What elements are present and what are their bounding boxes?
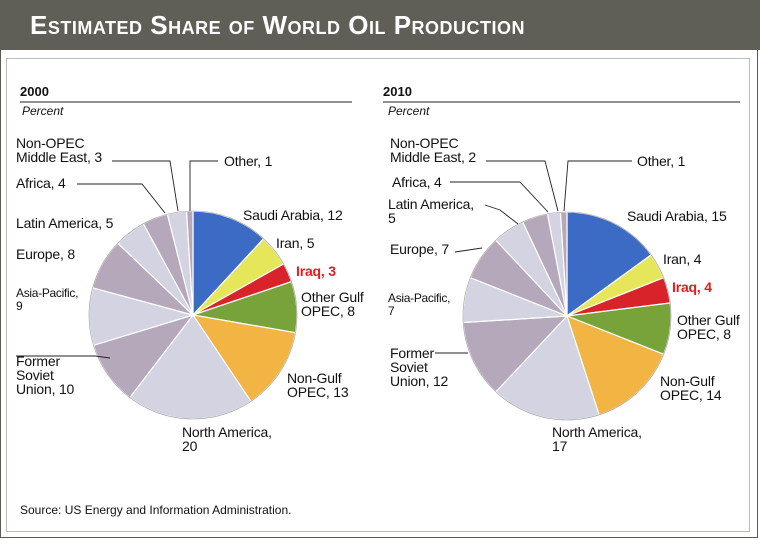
pie-outline <box>88 210 298 420</box>
source-note: Source: US Energy and Information Admini… <box>20 503 292 517</box>
slice-label: Non-OPEC Middle East, 2 <box>390 135 476 165</box>
slice-label: Former Soviet Union, 12 <box>390 345 449 389</box>
slice-label: Non-Gulf OPEC, 14 <box>660 373 722 403</box>
slice-label: Iraq, 3 <box>296 263 336 279</box>
slice-label: Africa, 4 <box>16 175 66 191</box>
chart-title: Estimated Share of World Oil Production <box>30 10 526 40</box>
chart-year-label: 2000 <box>20 84 49 99</box>
slice-label: Other Gulf OPEC, 8 <box>301 289 364 319</box>
slice-label: Europe, 8 <box>16 246 75 262</box>
chart-panel <box>6 58 750 532</box>
chart-year-label: 2010 <box>383 84 412 99</box>
slice-label: Europe, 7 <box>390 241 449 257</box>
pie-outline <box>462 211 672 421</box>
slice-label: North America, 17 <box>552 424 642 454</box>
slice-label: Iran, 5 <box>276 235 315 251</box>
leader-line <box>563 160 632 212</box>
pie-chart-2000: 2000 Percent Non-OPEC Middle East, 3 Other, … <box>16 84 364 454</box>
leader-line <box>16 355 111 359</box>
slice-label: North America, 20 <box>182 424 272 454</box>
slice-label: Saudi Arabia, 15 <box>627 208 727 224</box>
leader-line <box>450 181 549 213</box>
slice-label: Asia-Pacific, 9 <box>16 286 78 313</box>
slice-label: Other Gulf OPEC, 8 <box>677 312 740 342</box>
pie-chart-2010: 2010 Percent Non-OPEC Middle East, 2 Other, … <box>383 84 740 454</box>
unit-label: Percent <box>388 104 430 118</box>
slice-label: Former Soviet Union, 10 <box>16 353 75 397</box>
slice-label: Latin America, 5 <box>16 215 114 231</box>
leader-line <box>112 160 179 212</box>
slice-label: Other, 1 <box>637 153 686 169</box>
slice-label: Iran, 4 <box>663 251 702 267</box>
slice-label: Other, 1 <box>224 153 273 169</box>
slice-label: Saudi Arabia, 12 <box>243 207 343 223</box>
leader-line <box>77 183 166 214</box>
slice-label: Non-OPEC Middle East, 3 <box>16 135 102 165</box>
leader-line <box>484 204 519 225</box>
slice-label: Africa, 4 <box>392 174 442 190</box>
slice-label: Iraq, 4 <box>672 279 712 295</box>
slice-label: Non-Gulf OPEC, 13 <box>287 370 349 400</box>
leader-line <box>454 247 483 253</box>
leader-line <box>486 160 559 212</box>
leader-line <box>189 160 218 211</box>
unit-label: Percent <box>22 104 64 118</box>
slice-label: Latin America, 5 <box>388 196 474 226</box>
slice-label: Asia-Pacific, 7 <box>388 291 450 318</box>
title-bar: Estimated Share of World Oil Production <box>0 0 760 50</box>
